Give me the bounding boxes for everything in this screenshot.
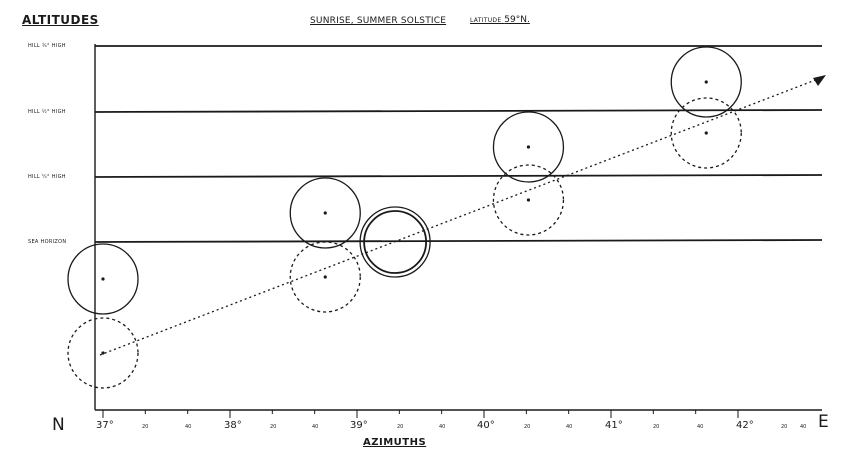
sun-disc-center bbox=[526, 145, 531, 149]
minor-tick-label: 20 bbox=[142, 424, 149, 430]
sun-disc-solid bbox=[67, 243, 139, 315]
sun-disc-center bbox=[704, 80, 708, 84]
sun-disc-center bbox=[323, 275, 327, 279]
sun-disc-double bbox=[359, 206, 431, 278]
level-label-hill-quarter: HILL ¼° HIGH bbox=[28, 174, 66, 180]
minor-tick-label: 20 bbox=[270, 424, 277, 430]
x-axis-title: AZIMUTHS bbox=[363, 437, 427, 448]
sun-disc-dotted bbox=[670, 97, 742, 169]
direction-north: N bbox=[52, 415, 65, 435]
y-axis-title: ALTITUDES bbox=[22, 13, 99, 27]
minor-tick-label: 20 bbox=[781, 424, 788, 430]
minor-tick-label: 20 bbox=[524, 424, 531, 430]
major-tick-label: 39° bbox=[350, 420, 368, 431]
sea-horizon-line bbox=[94, 239, 823, 243]
sun-disc-center bbox=[704, 131, 708, 135]
major-tick-label: 38° bbox=[224, 420, 242, 431]
level-label-hill-half: HILL ½° HIGH bbox=[28, 109, 66, 115]
major-tick-label: 40° bbox=[477, 420, 495, 431]
minor-tick-label: 40 bbox=[566, 424, 573, 430]
sun-disc-dotted bbox=[67, 317, 139, 389]
sun-disc-center bbox=[101, 351, 105, 355]
major-tick-label: 42° bbox=[736, 420, 754, 431]
sun-disc-solid bbox=[670, 46, 742, 118]
sun-disc-dotted bbox=[492, 164, 565, 236]
diagram-title: SUNRISE, SUMMER SOLSTICE bbox=[310, 16, 447, 26]
sun-disc-double bbox=[363, 210, 428, 274]
level-label-sea-horizon: SEA HORIZON bbox=[28, 239, 67, 245]
sun-path-arrowhead bbox=[813, 75, 826, 86]
level-label-hill-three-quarter: HILL ¾° HIGH bbox=[28, 43, 66, 49]
latitude-value: 59°N. bbox=[504, 15, 530, 25]
sun-path-line bbox=[99, 78, 819, 356]
sun-disc-center bbox=[101, 277, 105, 281]
sun-disc-solid bbox=[289, 177, 361, 249]
minor-tick-label: 20 bbox=[397, 424, 404, 430]
sun-disc-center bbox=[526, 198, 531, 202]
hill-quarter-line bbox=[94, 174, 823, 178]
minor-tick-label: 20 bbox=[653, 424, 660, 430]
minor-tick-label: 40 bbox=[800, 424, 807, 430]
sun-disc-dotted bbox=[289, 241, 361, 313]
major-tick-label: 41° bbox=[605, 420, 623, 431]
sun-disc-solid bbox=[492, 111, 565, 183]
minor-tick-label: 40 bbox=[185, 424, 192, 430]
minor-tick-label: 40 bbox=[439, 424, 446, 430]
direction-east: E bbox=[818, 412, 829, 432]
latitude-word: LATITUDE bbox=[470, 17, 502, 24]
minor-tick-label: 40 bbox=[312, 424, 319, 430]
major-tick-label: 37° bbox=[96, 420, 114, 431]
hill-half-line bbox=[94, 109, 823, 113]
sun-disc-center bbox=[323, 211, 327, 215]
minor-tick-label: 40 bbox=[697, 424, 704, 430]
latitude-label: LATITUDE 59°N. bbox=[470, 15, 530, 25]
